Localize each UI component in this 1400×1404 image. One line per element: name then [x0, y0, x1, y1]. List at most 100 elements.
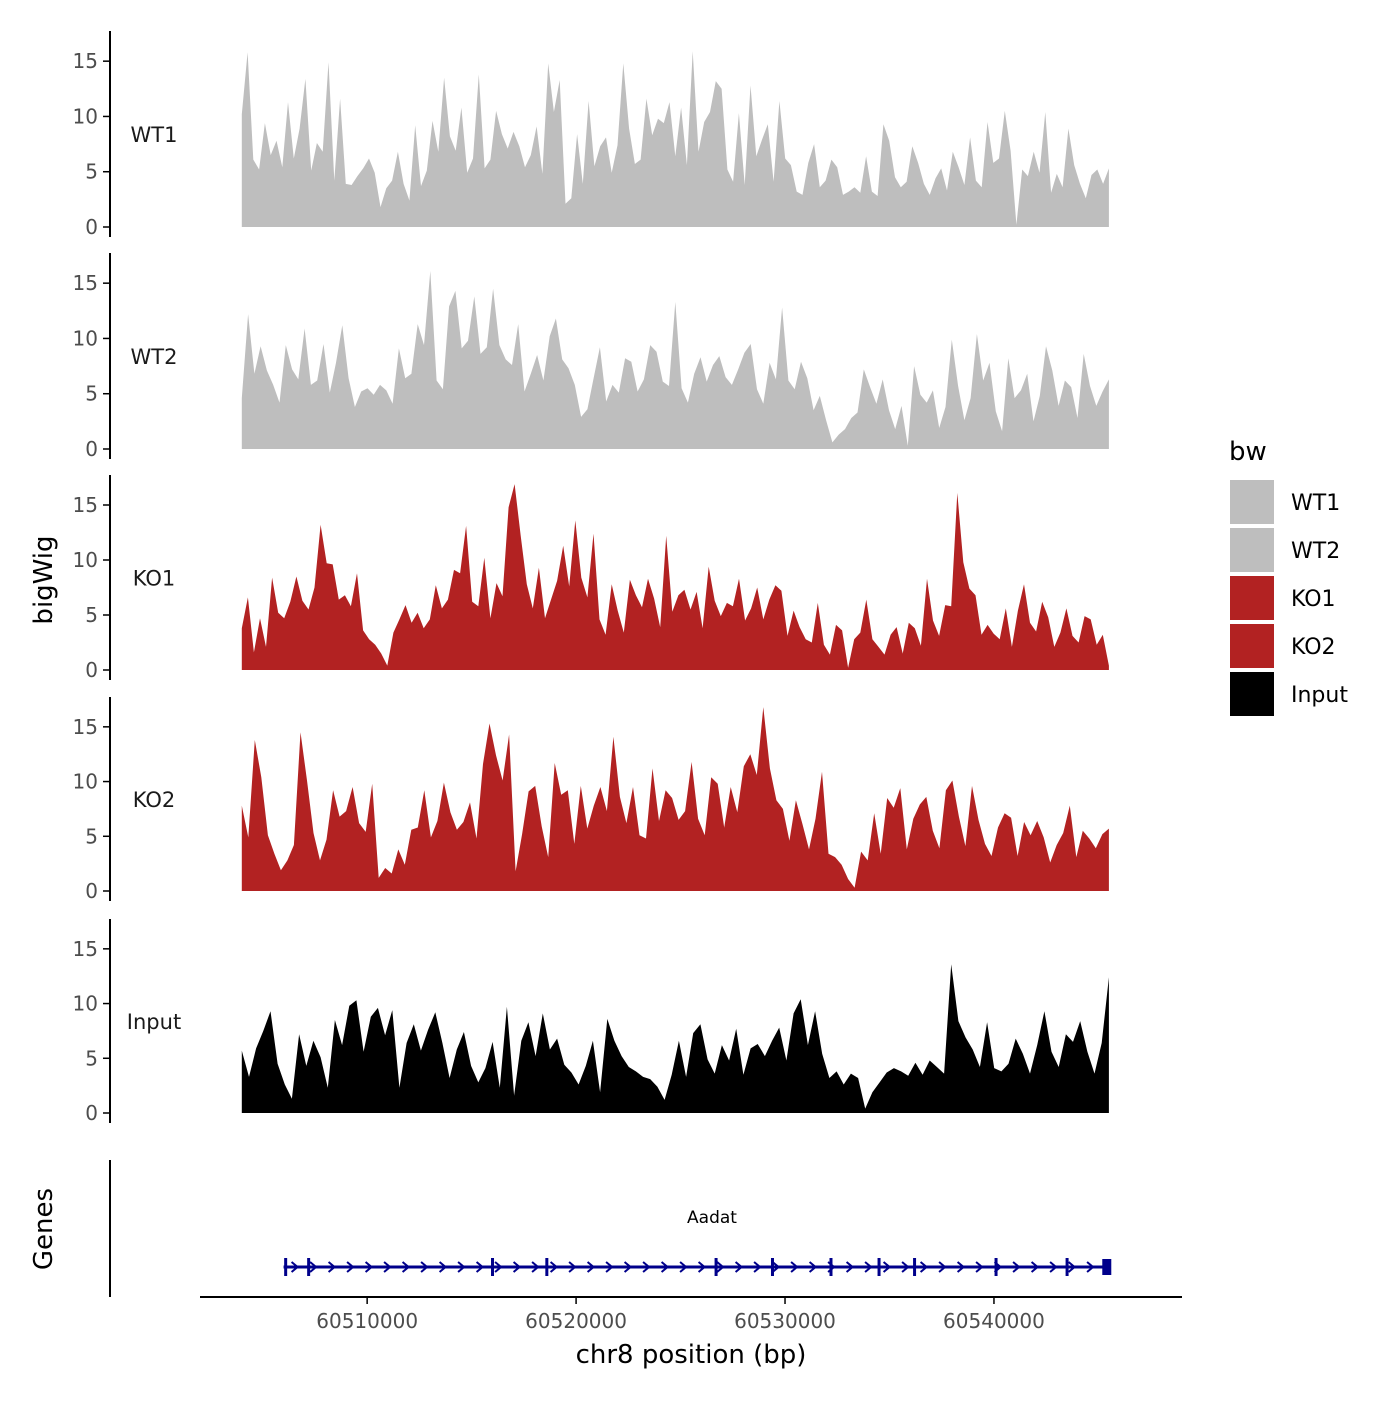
legend-swatch-wt2	[1230, 528, 1274, 572]
strand-arrow	[1030, 1261, 1040, 1273]
strand-arrow	[753, 1261, 762, 1273]
x-tick-label: 60520000	[525, 1309, 627, 1333]
y-tick-label: 15	[73, 937, 98, 961]
strand-arrow	[494, 1261, 503, 1273]
strand-arrow	[679, 1261, 688, 1273]
legend-label-ko2: KO2	[1291, 635, 1336, 660]
track-label-wt1: WT1	[131, 123, 178, 147]
gene-name-label: Aadat	[687, 1208, 737, 1228]
gene-exon	[829, 1258, 833, 1276]
gene-exon	[491, 1258, 495, 1276]
y-tick-label: 15	[73, 271, 98, 295]
strand-arrow	[1086, 1261, 1095, 1273]
strand-arrow	[771, 1261, 781, 1273]
strand-arrow	[882, 1261, 892, 1273]
x-axis-label: chr8 position (bp)	[576, 1340, 807, 1370]
track-input: 0 5 10 15 Input	[73, 919, 1109, 1125]
track-wt1: 0 5 10 15 WT1	[73, 31, 1109, 239]
strand-arrow	[420, 1261, 429, 1273]
strand-arrow	[1012, 1261, 1021, 1273]
strand-arrow	[512, 1261, 522, 1273]
y-tick-label: 10	[73, 104, 98, 128]
legend-label-wt2: WT2	[1291, 539, 1340, 564]
x-tick-label: 60510000	[316, 1309, 418, 1333]
gene-exon	[1102, 1259, 1112, 1275]
strand-arrow	[1067, 1261, 1077, 1273]
legend-swatch-ko1	[1230, 576, 1274, 620]
y-axis-label: bigWig	[29, 535, 59, 624]
gene-exon	[913, 1258, 917, 1276]
y-tick-label: 15	[73, 715, 98, 739]
y-tick-label: 5	[85, 1046, 98, 1070]
y-tick-label: 5	[85, 382, 98, 406]
y-tick-label: 10	[73, 326, 98, 350]
x-tick-label: 60530000	[734, 1309, 836, 1333]
y-tick-label: 5	[85, 160, 98, 184]
strand-arrow	[864, 1261, 873, 1273]
strand-arrow	[290, 1261, 300, 1273]
strand-arrow	[845, 1261, 855, 1273]
gene-exon	[545, 1258, 549, 1276]
strand-arrow	[975, 1261, 984, 1273]
strand-arrow	[1049, 1261, 1058, 1273]
strand-arrow	[438, 1261, 448, 1273]
coverage-area-ko1	[241, 484, 1109, 670]
y-tick-label: 0	[85, 1101, 98, 1125]
gene-exon	[1065, 1258, 1069, 1276]
strand-arrow	[642, 1261, 651, 1273]
strand-arrow	[734, 1261, 744, 1273]
y-tick-label: 0	[85, 879, 98, 903]
gene-exon	[994, 1258, 998, 1276]
strand-arrow	[697, 1261, 707, 1273]
legend-swatch-input	[1230, 672, 1274, 716]
strand-arrow	[623, 1261, 633, 1273]
y-tick-label: 5	[85, 603, 98, 627]
strand-arrow	[605, 1261, 614, 1273]
legend-title: bw	[1229, 437, 1267, 467]
strand-arrow	[790, 1261, 799, 1273]
y-tick-label: 10	[73, 770, 98, 794]
strand-arrow	[568, 1261, 577, 1273]
y-tick-label: 0	[85, 215, 98, 239]
strand-arrow	[549, 1261, 559, 1273]
gene-exon	[877, 1258, 881, 1276]
strand-arrow	[531, 1261, 540, 1273]
x-tick-label: 60540000	[943, 1309, 1045, 1333]
y-tick-label: 5	[85, 824, 98, 848]
tracks: 0 5 10 15 WT1 0 5 10 15 WT2 0 5 10 15 KO1 0 5 10 15 KO2 0 5 10…	[73, 31, 1109, 1125]
strand-arrow	[660, 1261, 670, 1273]
y-tick-label: 15	[73, 493, 98, 517]
track-wt2: 0 5 10 15 WT2	[73, 253, 1109, 461]
legend-swatch-wt1	[1230, 480, 1274, 524]
strand-arrow	[401, 1261, 411, 1273]
strand-arrow	[327, 1261, 337, 1273]
legend-label-input: Input	[1291, 683, 1348, 708]
track-label-input: Input	[127, 1010, 181, 1034]
track-label-ko1: KO1	[133, 567, 176, 591]
strand-arrow	[475, 1261, 485, 1273]
legend-swatch-ko2	[1230, 624, 1274, 668]
legend-label-ko1: KO1	[1291, 587, 1336, 612]
gene-exon	[770, 1258, 774, 1276]
strand-arrow	[364, 1261, 374, 1273]
track-label-wt2: WT2	[131, 345, 178, 369]
strand-arrow	[383, 1261, 392, 1273]
y-tick-label: 0	[85, 437, 98, 461]
x-axis-ticks: 60510000 60520000 60530000 60540000	[316, 1297, 1045, 1333]
gene-exon	[284, 1258, 288, 1276]
y-tick-label: 0	[85, 658, 98, 682]
strand-arrow	[586, 1261, 596, 1273]
y-tick-label: 15	[73, 49, 98, 73]
strand-arrow	[938, 1261, 947, 1273]
strand-arrow	[309, 1261, 318, 1273]
gene-exon	[714, 1258, 718, 1276]
strand-arrow	[808, 1261, 818, 1273]
strand-arrow	[457, 1261, 466, 1273]
strand-arrow	[956, 1261, 966, 1273]
track-label-ko2: KO2	[133, 788, 176, 812]
genes-panel-label: Genes	[29, 1188, 59, 1270]
strand-arrow	[901, 1261, 910, 1273]
